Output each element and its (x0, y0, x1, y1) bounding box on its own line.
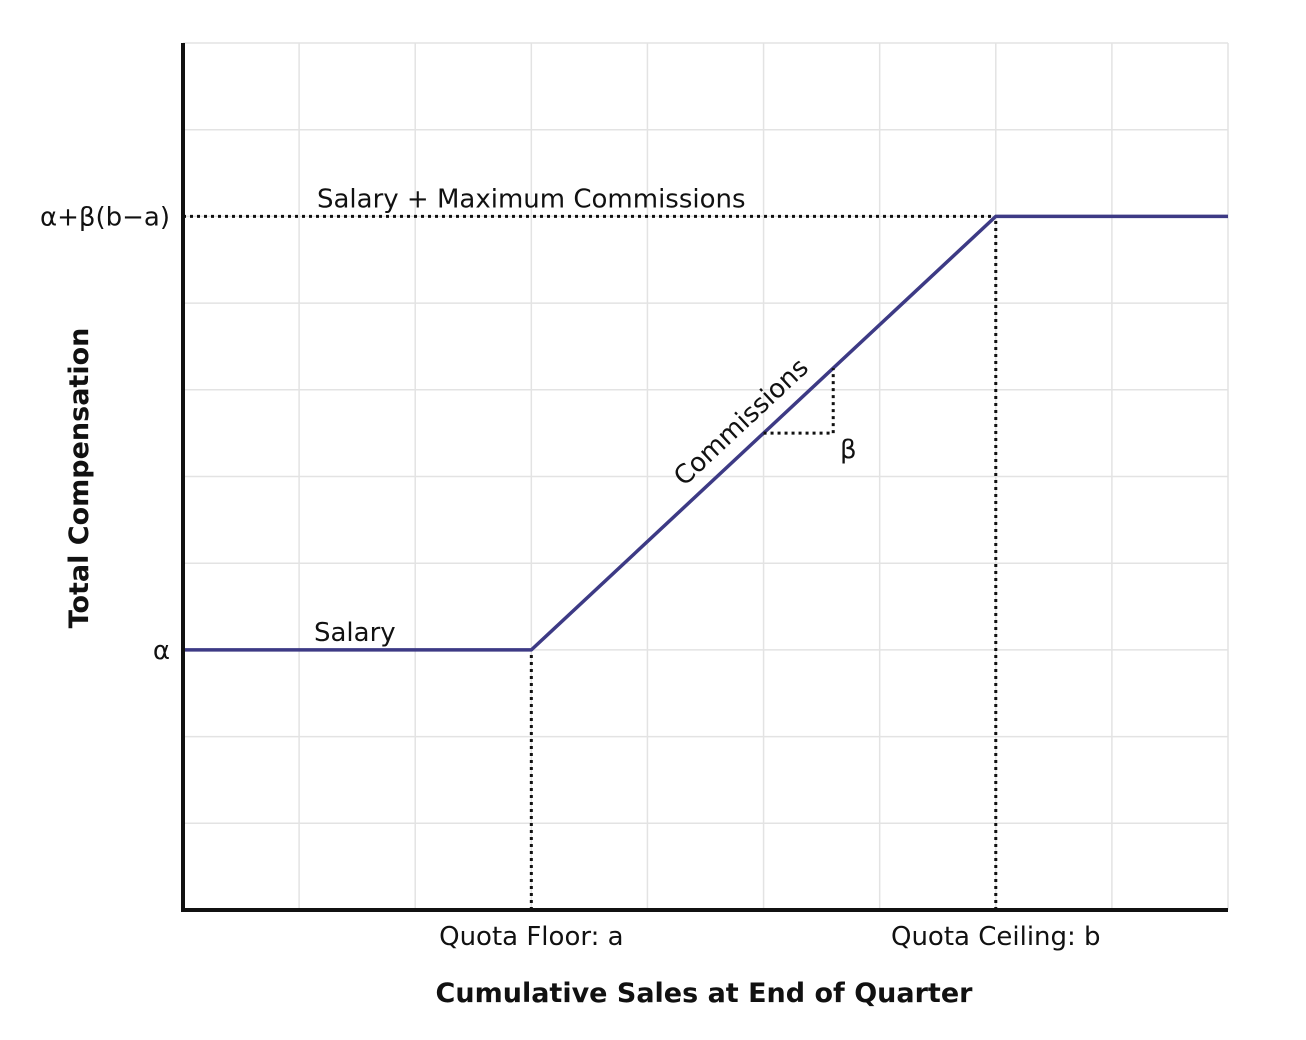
slope-beta-label: β (840, 435, 857, 465)
x-tick-label: Quota Ceiling: b (891, 922, 1101, 952)
salary-label: Salary (314, 618, 396, 648)
compensation-line (183, 214, 1228, 652)
y-tick-label: α+β(b−a) (40, 202, 170, 232)
max-commissions-label: Salary + Maximum Commissions (317, 184, 746, 214)
slope-triangle (763, 368, 835, 435)
tick-labels: Quota Floor: a Quota Ceiling: b α α+β(b−a) (40, 202, 1101, 952)
series-layer (183, 214, 1228, 652)
y-axis-title: Total Compensation (64, 328, 95, 629)
reference-lines (183, 214, 998, 910)
x-tick-label: Quota Floor: a (439, 922, 623, 952)
x-axis-title: Cumulative Sales at End of Quarter (436, 978, 974, 1009)
commissions-label: Commissions (668, 353, 814, 492)
y-tick-label: α (153, 636, 170, 666)
